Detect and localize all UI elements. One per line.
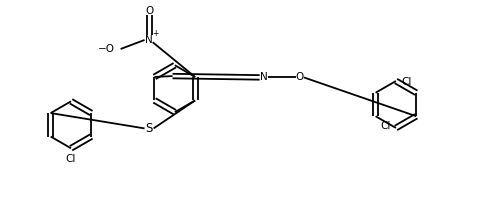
Text: Cl: Cl	[380, 121, 390, 131]
Text: S: S	[145, 122, 153, 135]
Text: O: O	[296, 72, 304, 82]
Text: N: N	[145, 35, 153, 45]
Text: N: N	[260, 72, 268, 82]
Text: O: O	[145, 6, 153, 16]
Text: −O: −O	[98, 44, 115, 54]
Text: Cl: Cl	[66, 154, 76, 164]
Text: Cl: Cl	[401, 77, 412, 87]
Text: +: +	[153, 29, 159, 38]
